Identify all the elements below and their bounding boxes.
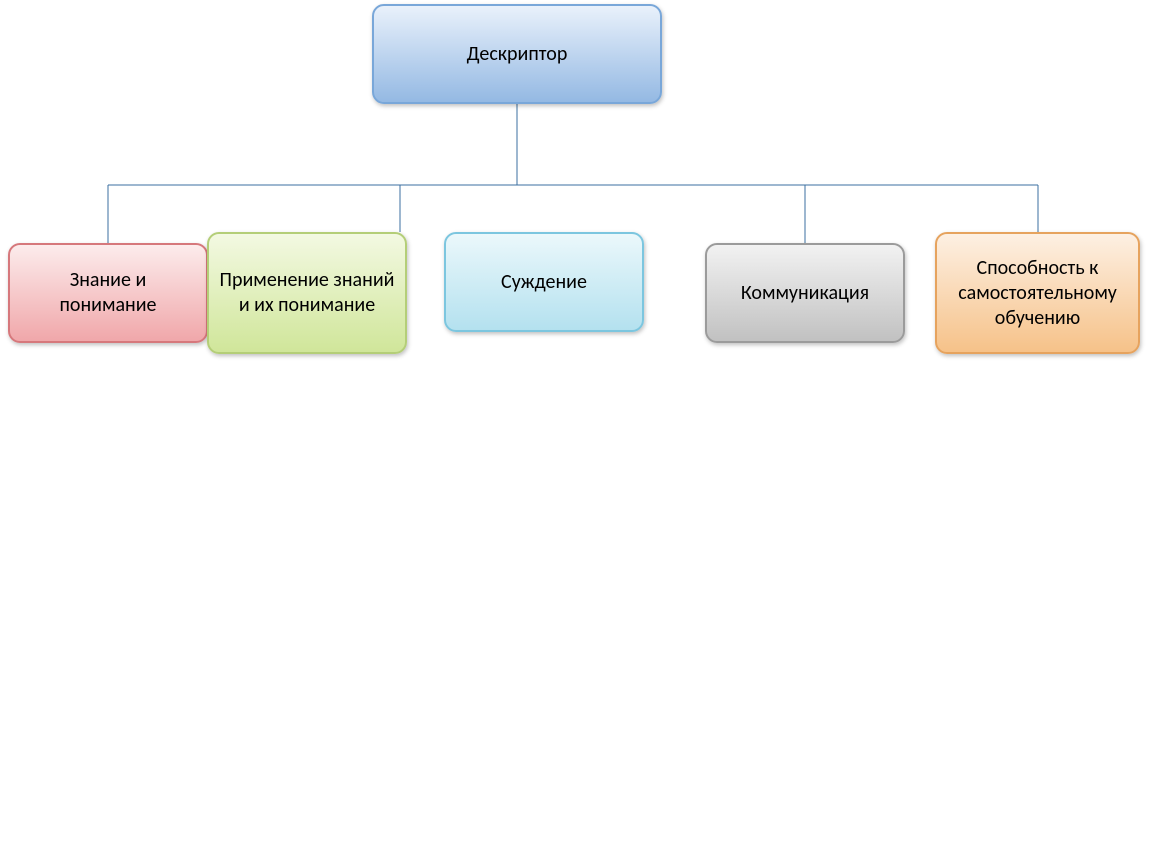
child-node-4-label: Коммуникация <box>741 281 869 306</box>
child-node-2-label: Применение знаний и их понимание <box>219 268 395 318</box>
child-node-3: Суждение <box>444 232 644 332</box>
child-node-3-label: Суждение <box>501 270 587 295</box>
child-node-1-label: Знание и понимание <box>20 268 196 318</box>
child-node-5-label: Способность к самостоятельному обучению <box>947 256 1128 331</box>
child-node-4: Коммуникация <box>705 243 905 343</box>
connector-layer <box>0 0 1150 864</box>
child-node-2: Применение знаний и их понимание <box>207 232 407 354</box>
root-node: Дескриптор <box>372 4 662 104</box>
child-node-1: Знание и понимание <box>8 243 208 343</box>
root-node-label: Дескриптор <box>467 42 568 67</box>
child-node-5: Способность к самостоятельному обучению <box>935 232 1140 354</box>
